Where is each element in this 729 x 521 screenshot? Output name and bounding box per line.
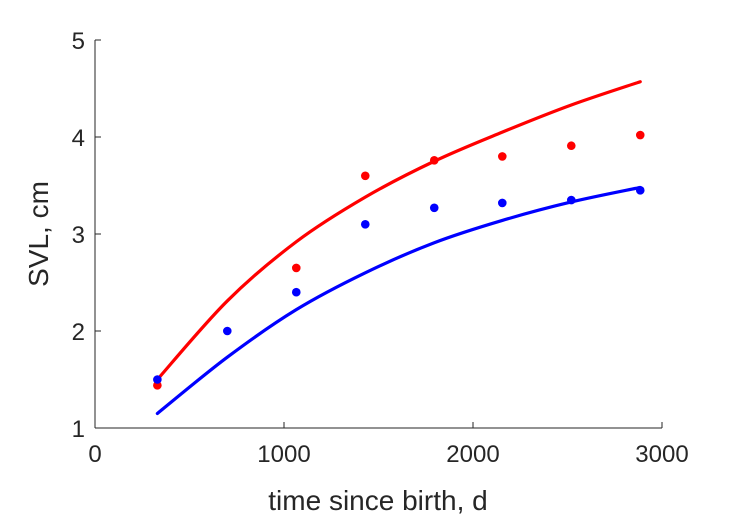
y-tick-label: 5 xyxy=(72,28,85,55)
data-point-blue xyxy=(153,375,162,384)
data-point-red xyxy=(635,130,645,140)
fit-curve-blue xyxy=(155,185,642,416)
y-tick-label: 4 xyxy=(72,125,85,152)
data-point-red xyxy=(566,141,576,151)
data-point-red xyxy=(291,263,301,273)
data-point-blue xyxy=(291,287,301,297)
fit-curve-red xyxy=(155,80,642,382)
data-point-red xyxy=(497,152,507,161)
y-tick-label: 2 xyxy=(72,319,85,346)
x-tick-label: 3000 xyxy=(635,441,688,468)
y-axis-label: SVL, cm xyxy=(23,181,54,287)
y-tick-label: 3 xyxy=(72,222,85,249)
series-layer xyxy=(153,80,645,416)
y-tick-label: 1 xyxy=(72,416,85,443)
data-point-red xyxy=(429,155,439,165)
x-axis-label: time since birth, d xyxy=(268,485,487,516)
y-axis: 1 2 3 4 5 xyxy=(72,28,101,443)
data-point-blue xyxy=(429,203,439,213)
data-point-blue xyxy=(566,195,576,205)
x-tick-label: 2000 xyxy=(446,441,499,468)
x-tick-label: 0 xyxy=(88,441,101,468)
x-axis: 0 1000 2000 3000 xyxy=(88,422,689,468)
data-point-blue xyxy=(497,198,507,208)
data-point-red xyxy=(360,171,370,181)
data-point-blue xyxy=(223,326,232,336)
x-tick-label: 1000 xyxy=(257,441,310,468)
data-point-blue xyxy=(635,186,645,195)
data-point-blue xyxy=(360,220,370,229)
